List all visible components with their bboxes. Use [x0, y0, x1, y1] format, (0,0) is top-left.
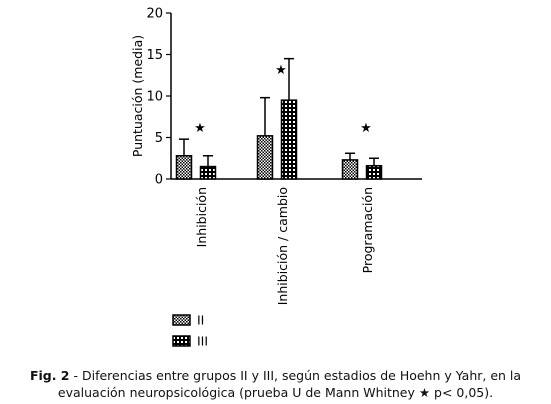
- category-labels: Inhibición Inhibición / cambio Programació…: [194, 187, 375, 305]
- bar: [341, 159, 359, 180]
- x-tick-label: Inhibición: [194, 187, 209, 247]
- x-tick-label: Inhibición / cambio: [275, 187, 290, 305]
- legend-swatch: [172, 335, 191, 347]
- caption-label: Fig. 2: [29, 368, 70, 383]
- caption-line-2: evaluación neuropsicológica (prueba U de…: [57, 385, 494, 400]
- y-tick-label: 20: [146, 7, 163, 22]
- y-axis-label: Puntuación (media): [130, 35, 145, 157]
- y-tick-label: 10: [146, 90, 163, 105]
- x-tick-label: Programación: [360, 187, 375, 273]
- legend-swatch: [172, 314, 191, 326]
- y-tick-label: 5: [155, 131, 163, 146]
- bar: [175, 155, 193, 180]
- significance-star: ★: [360, 121, 372, 136]
- bar: [365, 164, 383, 180]
- bar: [199, 165, 217, 180]
- figure-caption: Fig. 2 - Diferencias entre grupos II y I…: [0, 367, 551, 401]
- legend-label: III: [197, 334, 208, 349]
- caption-line-1: Fig. 2 - Diferencias entre grupos II y I…: [0, 367, 551, 384]
- caption-text-1: - Diferencias entre grupos II y III, seg…: [69, 368, 522, 383]
- y-tick-label: 0: [155, 173, 163, 188]
- significance-star: ★: [194, 121, 206, 136]
- bar: [256, 135, 274, 180]
- y-tick-label: 15: [146, 48, 163, 63]
- bars: ★ ★ ★: [175, 57, 383, 180]
- significance-star: ★: [275, 63, 287, 78]
- bar: [280, 99, 298, 180]
- legend-label: II: [197, 313, 204, 328]
